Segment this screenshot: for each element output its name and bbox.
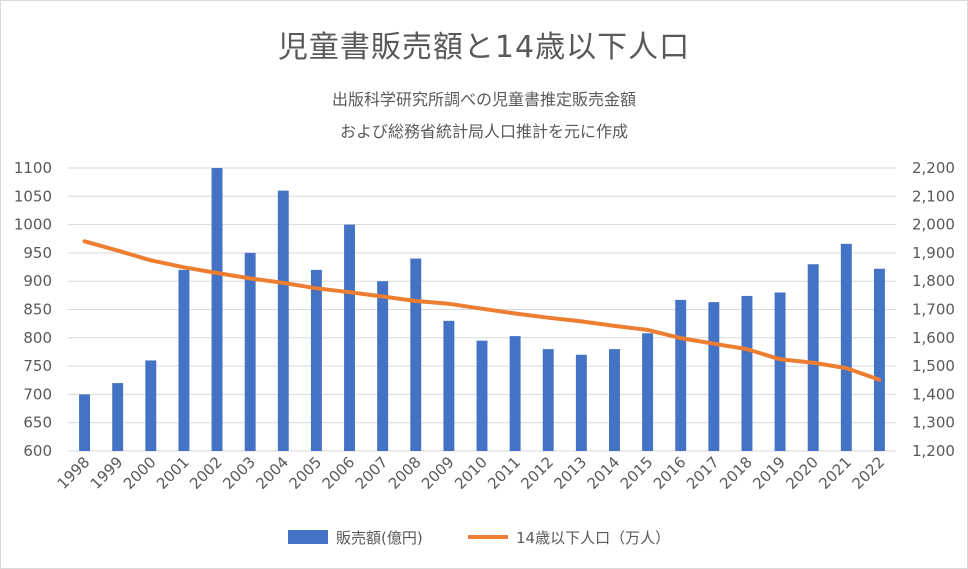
right-axis-tick-label: 2,000 xyxy=(912,216,955,234)
x-axis-tick-label: 2022 xyxy=(849,453,889,493)
bar-2006 xyxy=(344,224,355,451)
bar-2008 xyxy=(410,258,422,451)
bar-1999 xyxy=(112,383,124,451)
left-axis-tick-label: 850 xyxy=(23,301,52,319)
x-axis-tick-label: 2013 xyxy=(550,453,590,493)
left-axis-tick-label: 900 xyxy=(23,272,52,290)
x-axis-tick-label: 2010 xyxy=(451,453,491,493)
chart-title: 児童書販売額と14歳以下人口 xyxy=(277,30,691,65)
x-axis-tick-label: 2008 xyxy=(385,453,425,493)
x-axis-tick-label: 2001 xyxy=(153,453,193,493)
left-axis-tick-label: 1000 xyxy=(14,216,52,234)
x-axis-tick-label: 1998 xyxy=(54,453,94,493)
left-axis-tick-label: 1100 xyxy=(14,159,52,177)
bar-2002 xyxy=(211,168,223,451)
population-line xyxy=(82,239,882,382)
bar-2001 xyxy=(178,269,190,451)
left-axis-tick-label: 800 xyxy=(23,329,52,347)
x-axis-tick-label: 2017 xyxy=(683,453,723,493)
bar-2003 xyxy=(244,252,256,451)
x-axis-tick-label: 2009 xyxy=(418,453,458,493)
bar-2022 xyxy=(873,268,885,451)
bar-series xyxy=(79,168,885,451)
x-axis-tick-label: 2006 xyxy=(319,453,359,493)
right-axis-tick-label: 1,200 xyxy=(912,442,955,460)
x-axis-tick-label: 2021 xyxy=(815,453,855,493)
x-axis-tick-label: 2018 xyxy=(716,453,756,493)
legend-label-line: 14歳以下人口（万人） xyxy=(516,529,670,547)
bar-2020 xyxy=(807,264,819,451)
bar-2005 xyxy=(310,269,322,451)
x-axis-tick-label: 1999 xyxy=(87,453,127,493)
bar-2009 xyxy=(443,320,455,451)
bar-2013 xyxy=(575,354,587,451)
x-axis-tick-label: 2014 xyxy=(584,453,624,493)
legend: 販売額(億円) 14歳以下人口（万人） xyxy=(288,529,670,547)
right-axis-tick-label: 1,300 xyxy=(912,414,955,432)
x-axis-tick-label: 2011 xyxy=(484,453,524,493)
legend-swatch-bar xyxy=(288,530,328,544)
x-axis-tick-label: 2016 xyxy=(650,453,690,493)
right-axis-tick-label: 1,900 xyxy=(912,244,955,262)
right-axis-tick-label: 1,700 xyxy=(912,301,955,319)
bar-2010 xyxy=(476,340,488,451)
bar-2016 xyxy=(675,299,687,451)
x-axis-tick-label: 2004 xyxy=(252,453,292,493)
left-axis-tick-label: 600 xyxy=(23,442,52,460)
right-axis-ticks: 1,200 1,300 1,400 1,500 1,600 1,700 1,800 1,900… xyxy=(912,159,955,460)
left-axis-tick-label: 700 xyxy=(23,385,52,403)
chart-subtitle-line-1: 出版科学研究所調べの児童書推定販売金額 xyxy=(331,90,636,109)
legend-label-bar: 販売額(億円) xyxy=(336,529,423,547)
x-axis-tick-label: 2020 xyxy=(782,453,822,493)
bar-2017 xyxy=(708,302,720,451)
bar-2018 xyxy=(741,295,753,451)
right-axis-tick-label: 1,500 xyxy=(912,357,955,375)
x-axis-ticks: 1998199920002001200220032004200520062007… xyxy=(54,453,889,493)
bar-2000 xyxy=(145,360,157,451)
x-axis-tick-label: 2007 xyxy=(352,453,392,493)
x-axis-tick-label: 2019 xyxy=(749,453,789,493)
x-axis-tick-label: 2005 xyxy=(285,453,325,493)
right-axis-tick-label: 2,200 xyxy=(912,159,955,177)
left-axis-tick-label: 1050 xyxy=(14,187,52,205)
bar-2012 xyxy=(542,349,554,451)
x-axis-tick-label: 2002 xyxy=(186,453,226,493)
right-axis-tick-label: 1,600 xyxy=(912,329,955,347)
x-axis-tick-label: 2000 xyxy=(120,453,160,493)
bar-2021 xyxy=(840,243,852,451)
right-axis-tick-label: 2,100 xyxy=(912,187,955,205)
left-axis-tick-label: 750 xyxy=(23,357,52,375)
bar-1998 xyxy=(79,394,91,451)
left-axis-tick-label: 650 xyxy=(23,414,52,432)
bar-2015 xyxy=(642,333,654,451)
x-axis-tick-label: 2015 xyxy=(617,453,657,493)
bar-2014 xyxy=(609,349,620,451)
right-axis-tick-label: 1,800 xyxy=(912,272,955,290)
left-axis-tick-label: 950 xyxy=(23,244,52,262)
right-axis-tick-label: 1,400 xyxy=(912,385,955,403)
line-series xyxy=(82,239,882,382)
left-axis-ticks: 600 650 700 750 800 850 900 950 1000 1050 1100 xyxy=(14,159,52,460)
chart-subtitle-line-2: および総務省統計局人口推計を元に作成 xyxy=(339,122,628,141)
bar-2004 xyxy=(277,190,289,451)
x-axis-tick-label: 2003 xyxy=(219,453,259,493)
bar-2007 xyxy=(377,281,389,451)
x-axis-tick-label: 2012 xyxy=(517,453,557,493)
bar-2011 xyxy=(509,336,521,451)
bar-2019 xyxy=(774,292,786,451)
